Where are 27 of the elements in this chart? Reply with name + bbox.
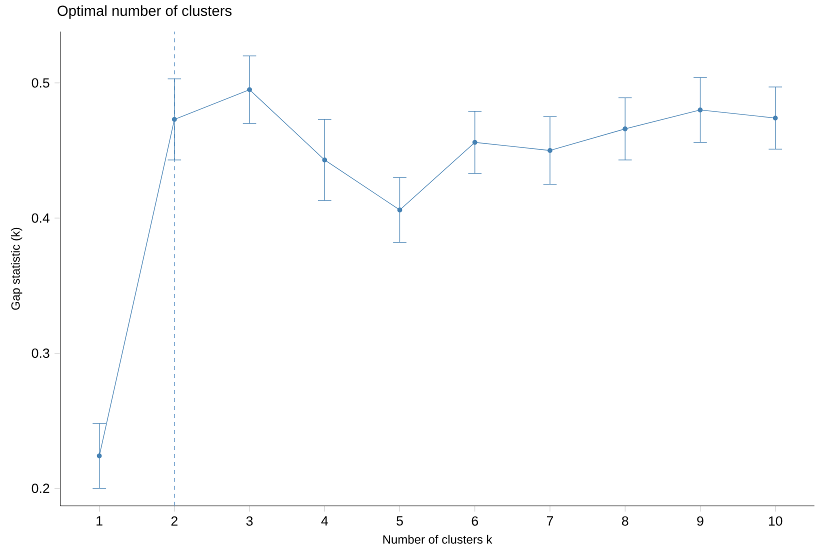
x-tick-label: 2: [171, 516, 178, 526]
point: [397, 207, 402, 212]
x-tick-label: 5: [396, 516, 403, 526]
x-tick-label: 7: [546, 516, 554, 526]
point: [548, 148, 552, 153]
x-tick-label: 6: [472, 516, 478, 526]
y-axis-title: Gap statistic (k): [10, 228, 22, 310]
y-tick-label: 0.4: [32, 213, 50, 223]
x-tick-label: 9: [697, 516, 704, 526]
chart-title: Optimal number of clusters: [58, 5, 232, 19]
point: [172, 116, 177, 122]
point: [96, 453, 102, 458]
x-tick-label: 4: [321, 516, 328, 526]
point: [772, 116, 778, 120]
point: [247, 87, 252, 92]
point: [472, 140, 478, 145]
x-tick-label: 8: [622, 516, 628, 526]
point: [622, 126, 628, 132]
y-tick-label: 0.5: [32, 78, 50, 88]
point: [698, 107, 703, 112]
y-tick-label: 0.3: [32, 348, 50, 358]
x-tick-label: 1: [96, 516, 102, 526]
x-tick-label: 10: [768, 516, 782, 526]
x-axis-title: Number of clusters k: [383, 534, 492, 544]
x-tick-label: 3: [246, 516, 253, 526]
y-tick-label: 0.2: [32, 484, 50, 493]
point: [322, 157, 328, 162]
